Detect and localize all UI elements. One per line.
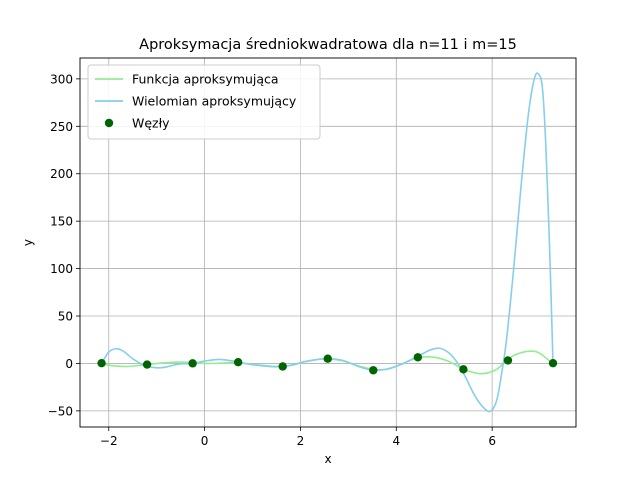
axis-ticks: −2 0 2 4 6 −50 0 50 100 150 200 250 300 xyxy=(48,72,496,448)
y-tick-label: 50 xyxy=(58,310,73,324)
chart-title: Aproksymacja średniokwadratowa dla n=11 … xyxy=(139,37,517,53)
node-point xyxy=(233,358,243,367)
node-point xyxy=(413,353,423,362)
y-tick-label: 100 xyxy=(50,262,73,276)
x-tick-label: 0 xyxy=(201,434,209,448)
x-axis-label: x xyxy=(324,452,331,466)
x-tick-label: −2 xyxy=(100,434,118,448)
node-point xyxy=(142,360,152,369)
y-tick-label: 0 xyxy=(65,357,73,371)
node-point xyxy=(459,365,468,374)
y-tick-label: −50 xyxy=(48,404,73,418)
plot-data xyxy=(97,72,558,413)
x-tick-label: 4 xyxy=(392,434,400,448)
y-tick-label: 150 xyxy=(50,215,73,229)
node-point xyxy=(97,358,106,368)
legend-entry-label: Funkcja aproksymująca xyxy=(132,72,279,87)
y-tick-label: 300 xyxy=(50,72,73,86)
node-point xyxy=(503,356,513,365)
legend: Funkcja aproksymująca Wielomian aproksymu… xyxy=(87,64,321,140)
x-tick-label: 2 xyxy=(297,434,305,448)
node-point xyxy=(548,358,558,368)
legend-entry-label: Wielomian aproksymujący xyxy=(132,94,297,109)
legend-box xyxy=(87,64,321,140)
node-point xyxy=(369,366,378,375)
node-point xyxy=(188,359,197,368)
plot-frame xyxy=(79,57,577,428)
y-tick-label: 200 xyxy=(50,167,73,181)
x-tick-label: 6 xyxy=(488,434,496,448)
series-line-2 xyxy=(100,72,554,413)
y-axis-label: y xyxy=(21,239,35,246)
y-tick-label: 250 xyxy=(50,120,73,134)
legend-swatch xyxy=(104,118,114,128)
node-point xyxy=(323,354,332,363)
node-point xyxy=(278,362,287,371)
legend-entry-label: Węzły xyxy=(132,116,170,131)
